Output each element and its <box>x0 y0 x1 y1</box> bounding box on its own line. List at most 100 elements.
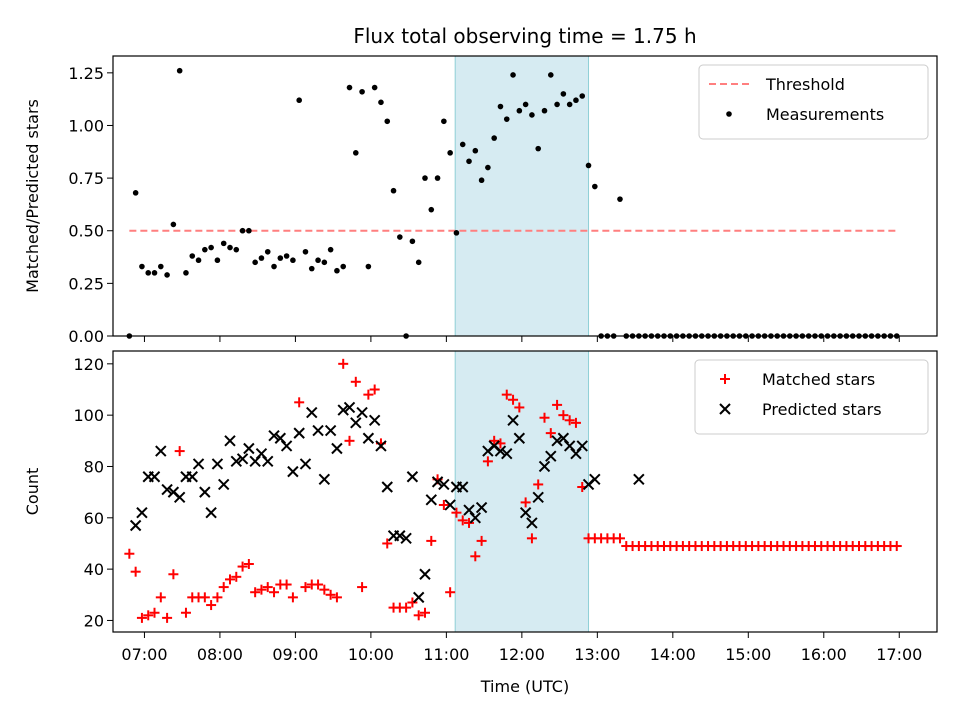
measurement-point <box>271 263 277 270</box>
matched-star-point <box>350 376 361 387</box>
predicted-star-point <box>412 591 425 604</box>
measurement-point <box>246 227 252 234</box>
y-tick-label: 1.25 <box>68 64 104 83</box>
measurement-point <box>296 97 302 104</box>
measurement-point <box>315 257 321 264</box>
predicted-star-point <box>444 499 456 511</box>
matched-star-point <box>287 592 298 603</box>
measurement-point <box>176 67 183 74</box>
matched-star-point <box>501 389 512 400</box>
measurement-point <box>334 267 340 274</box>
measurement-point <box>264 248 271 255</box>
measurement-point <box>503 116 510 122</box>
count-axis-ticks: 20 40 60 80 100 120 07:00 08:00 09:00 10:00 11:00 1… <box>73 355 922 664</box>
matched-star-point <box>344 435 355 446</box>
measurement-point <box>145 270 152 276</box>
measurement-point <box>541 107 548 114</box>
measurement-point <box>535 145 542 152</box>
measurement-point <box>283 253 290 259</box>
measurement-point <box>158 263 164 270</box>
matched-star-point <box>514 402 525 413</box>
measurement-point <box>522 101 529 108</box>
measurement-point <box>183 270 189 276</box>
measurement-point <box>466 158 472 165</box>
predicted-star-point <box>519 506 532 519</box>
measurement-point <box>459 141 466 148</box>
x-tick-label: 13:00 <box>574 645 620 664</box>
ratio-ylabel: Matched/Predicted stars <box>23 99 42 293</box>
measurement-point <box>485 164 491 171</box>
predicted-star-point <box>293 427 305 439</box>
x-tick-label: 09:00 <box>272 645 318 664</box>
predicted-star-point <box>217 478 230 491</box>
y-tick-label: 80 <box>84 457 104 476</box>
measurement-point <box>139 263 145 270</box>
measurement-point <box>195 257 202 264</box>
matched-star-point <box>614 533 625 544</box>
ratio-legend: Threshold Measurements <box>698 64 929 140</box>
matched-star-point <box>464 517 475 528</box>
measurement-point <box>189 253 196 259</box>
y-tick-label: 1.00 <box>68 116 104 135</box>
measurement-point <box>365 263 372 270</box>
matched-star-point <box>143 610 154 621</box>
legend-label: Predicted stars <box>762 400 882 419</box>
x-tick-label: 14:00 <box>650 645 696 664</box>
y-tick-label: 60 <box>84 509 104 528</box>
matched-star-point <box>382 538 393 549</box>
predicted-star-point <box>545 450 557 462</box>
predicted-star-point <box>186 471 198 483</box>
matched-star-point <box>426 535 437 546</box>
count-ylabel: Count <box>23 468 42 516</box>
chart-title: Flux total observing time = 1.75 h <box>353 24 696 48</box>
predicted-star-point <box>136 506 148 519</box>
predicted-star-point <box>368 414 381 426</box>
matched-star-point <box>262 582 273 593</box>
measurement-point <box>573 97 579 104</box>
matched-star-point <box>174 446 185 457</box>
predicted-star-point <box>526 517 538 529</box>
predicted-star-point <box>148 471 161 483</box>
measurement-point <box>409 238 416 245</box>
matched-star-point <box>206 600 217 611</box>
legend-box <box>694 359 929 435</box>
measurement-point <box>428 206 435 213</box>
predicted-star-point <box>173 491 186 503</box>
count-legend: Matched stars Predicted stars <box>694 359 929 435</box>
predicted-star-point <box>494 445 507 457</box>
measurement-point <box>497 103 504 110</box>
predicted-star-point <box>431 476 444 488</box>
matched-star-point <box>564 415 575 426</box>
observing-window-span <box>454 55 590 337</box>
matched-star-point <box>357 582 368 593</box>
matched-star-point <box>419 607 430 618</box>
measurement-point <box>252 259 258 266</box>
predicted-star-point <box>633 473 645 486</box>
measurement-point <box>371 84 378 91</box>
measurement-point <box>258 255 265 261</box>
measurement-point <box>390 187 397 194</box>
matched-star-point <box>526 533 537 544</box>
matched-star-point <box>533 479 544 490</box>
measurement-point <box>346 84 353 91</box>
measurement-point <box>340 263 347 270</box>
y-tick-label: 120 <box>73 355 104 374</box>
observing-window-span <box>454 350 590 633</box>
measurement-point <box>491 135 497 141</box>
predicted-star-point <box>199 486 211 498</box>
measurement-point <box>560 91 567 97</box>
measurement-point <box>290 257 296 264</box>
matched-star-point <box>218 582 229 593</box>
predicted-star-point <box>306 406 318 419</box>
legend-box <box>698 64 929 140</box>
matched-star-point <box>300 582 311 593</box>
measurement-point <box>164 272 170 278</box>
x-tick-label: 11:00 <box>423 645 469 664</box>
x-tick-label: 12:00 <box>499 645 545 664</box>
predicted-star-point <box>375 440 387 452</box>
measurement-point <box>151 270 158 276</box>
predicted-star-point <box>551 435 563 447</box>
measurement-point <box>384 118 391 125</box>
predicted-star-point <box>262 455 274 468</box>
x-tick-label: 07:00 <box>121 645 167 664</box>
